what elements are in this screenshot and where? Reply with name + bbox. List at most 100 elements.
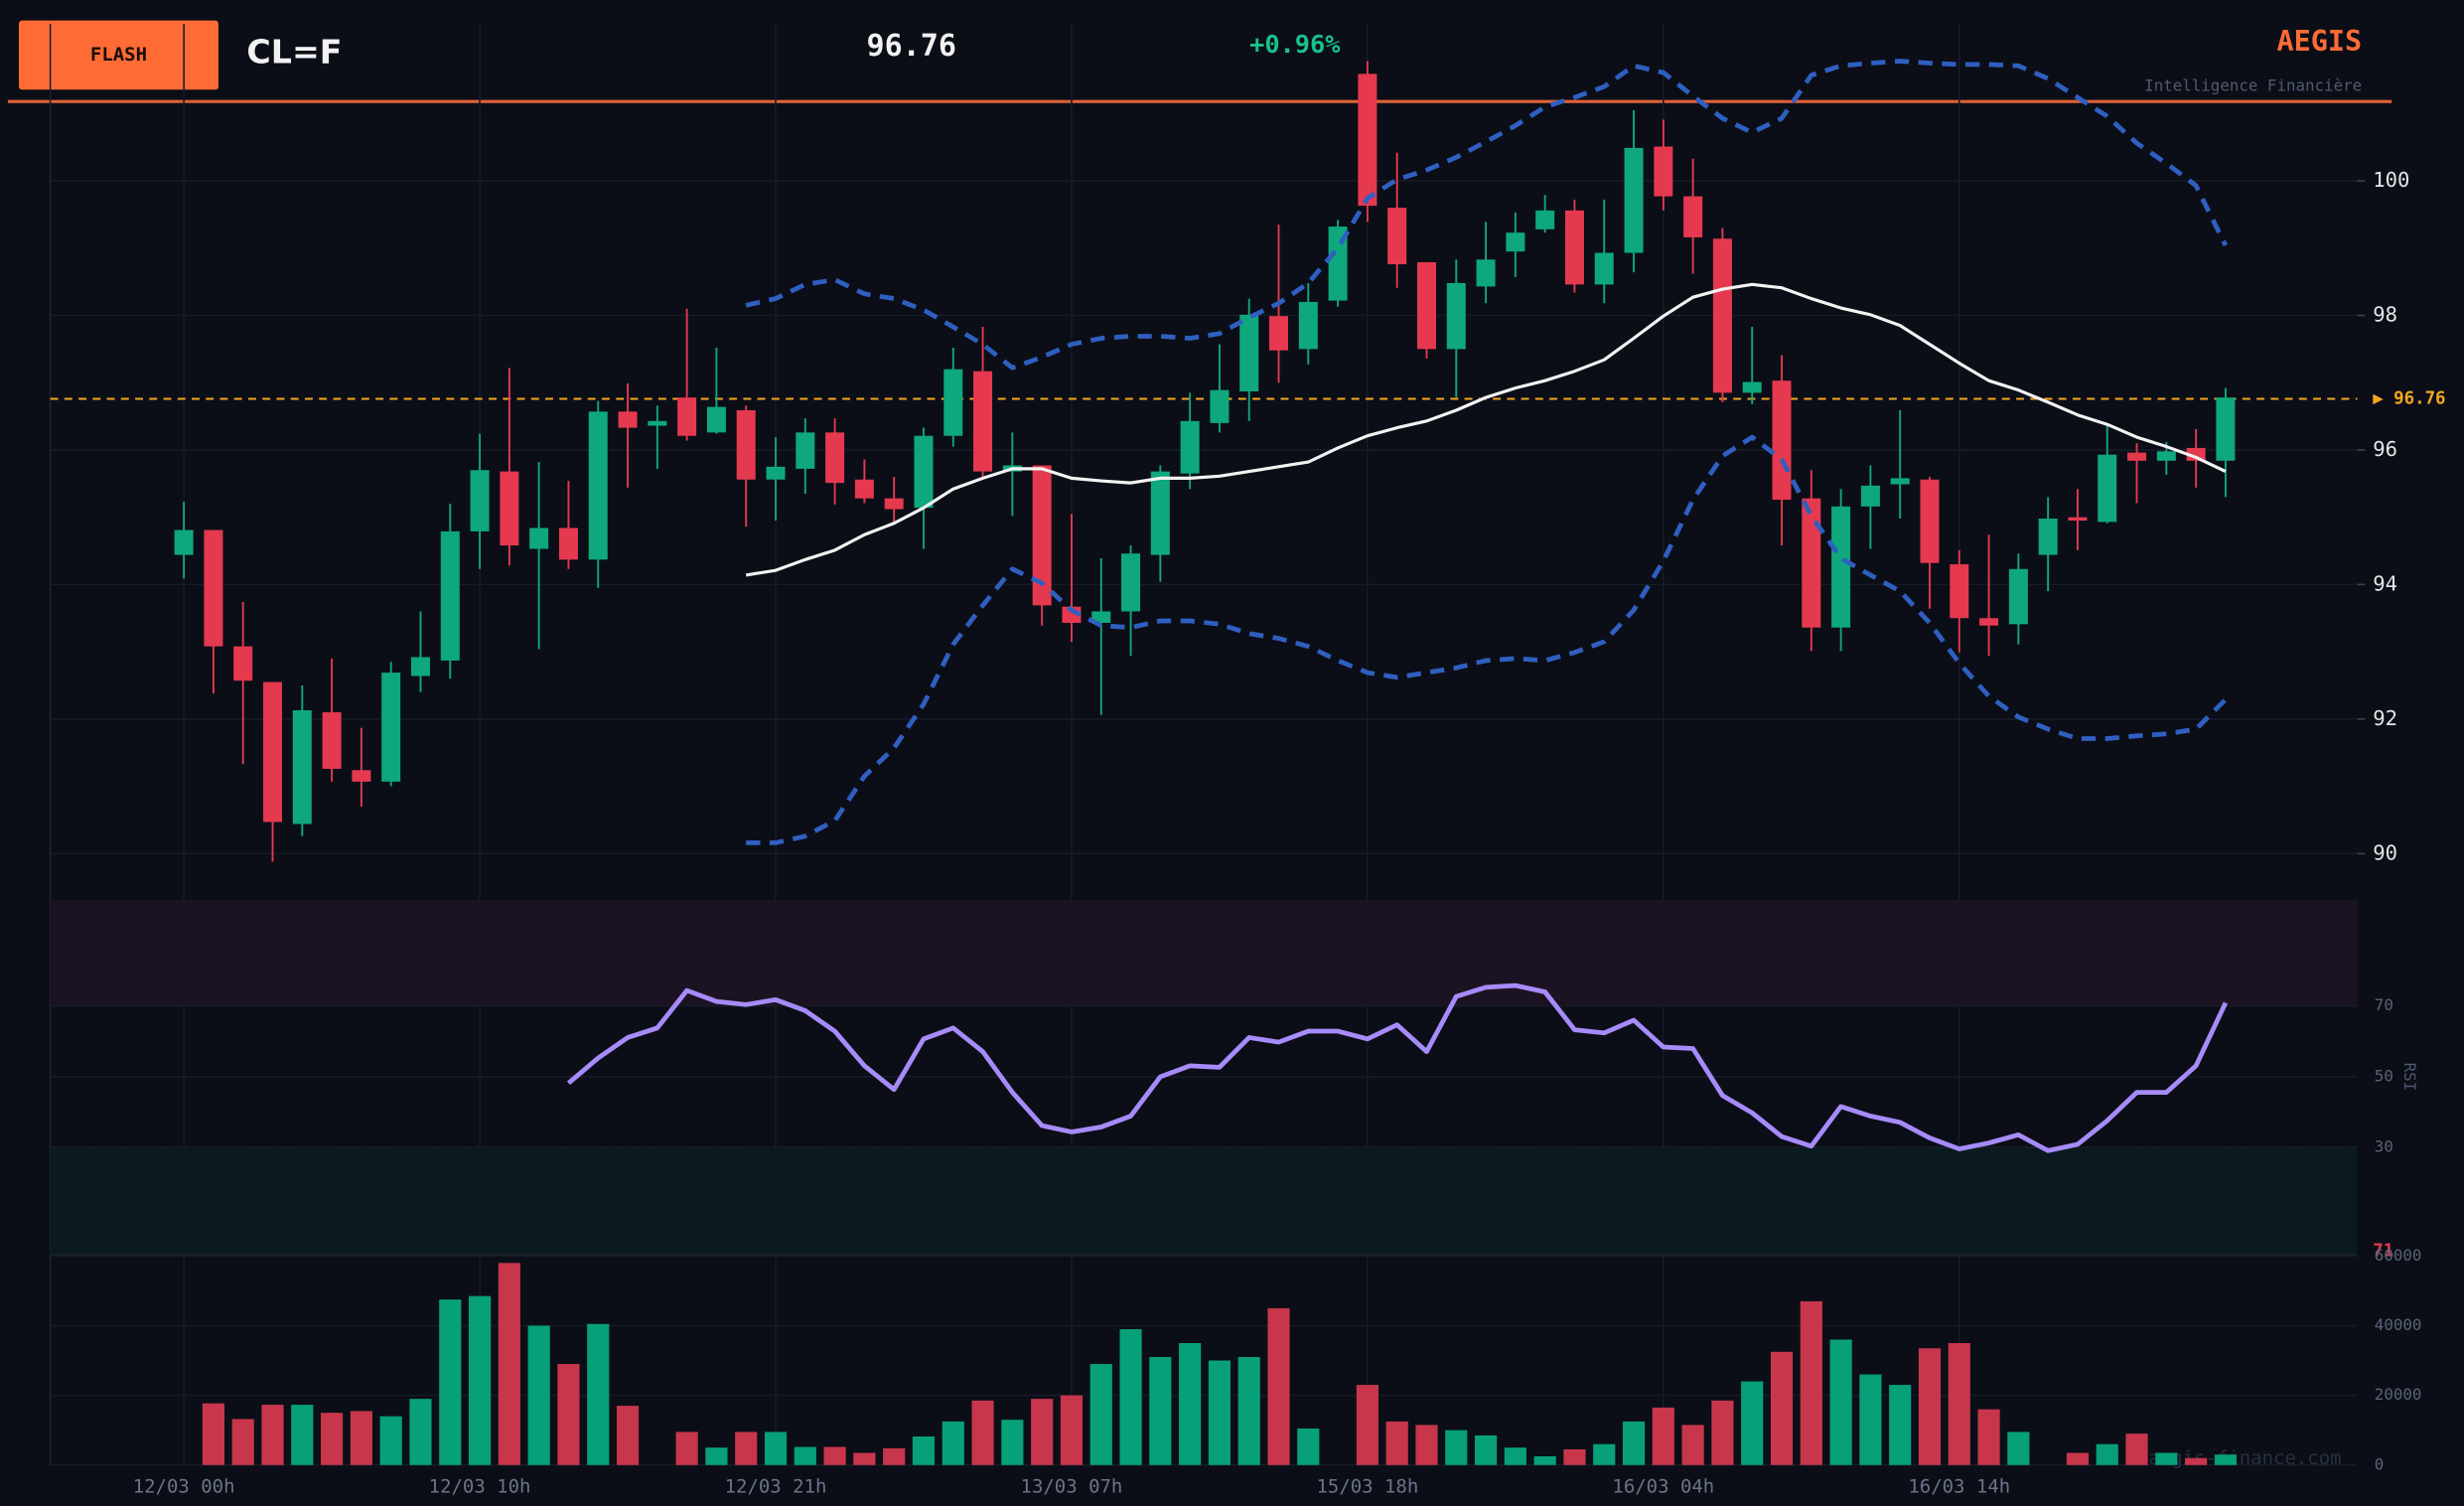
volume-bar xyxy=(350,1411,372,1465)
volume-bar xyxy=(1711,1400,1734,1465)
volume-bar xyxy=(1267,1307,1290,1465)
candle-body xyxy=(1387,208,1407,265)
volume-bar xyxy=(587,1323,610,1465)
candle-body xyxy=(1121,553,1141,612)
candle-body xyxy=(322,712,342,769)
volume-bar xyxy=(1918,1348,1942,1465)
y-tick-label: 50 xyxy=(2375,1066,2393,1085)
volume-bar xyxy=(1149,1357,1172,1465)
volume-bar xyxy=(202,1403,224,1465)
y-tick-label: 20000 xyxy=(2375,1385,2422,1404)
volume-bar xyxy=(1119,1328,1142,1465)
y-tick-label: 0 xyxy=(2375,1454,2385,1473)
candle-body xyxy=(529,527,549,549)
volume-bar xyxy=(1770,1351,1794,1465)
candle-body xyxy=(1180,420,1200,474)
candle-body xyxy=(973,371,993,472)
candle-body xyxy=(766,466,786,480)
overlay-line xyxy=(746,434,2228,845)
candle-body xyxy=(1091,611,1111,623)
candle-body xyxy=(825,432,845,484)
volume-bar xyxy=(1415,1425,1438,1465)
candle-body xyxy=(884,498,904,510)
volume-bar xyxy=(1652,1407,1674,1465)
volume-bar xyxy=(1681,1425,1704,1465)
volume-bar xyxy=(823,1446,846,1465)
candle-body xyxy=(263,681,283,823)
volume-bar xyxy=(764,1431,788,1465)
volume-bar xyxy=(2125,1433,2148,1465)
candle-body xyxy=(1210,389,1230,423)
candle-body xyxy=(1358,74,1377,207)
volume-bar xyxy=(1829,1339,1852,1465)
volume-bar xyxy=(675,1431,698,1465)
y-tick-label: 30 xyxy=(2375,1137,2393,1156)
candle-body xyxy=(1150,471,1170,555)
volume-bar xyxy=(2214,1454,2237,1465)
watermark: aegis-finance.com xyxy=(2148,1447,2341,1469)
volume-bar xyxy=(468,1295,492,1465)
y-tick-label: 60000 xyxy=(2375,1246,2422,1265)
overlay-line xyxy=(745,59,2229,371)
candle-body xyxy=(1802,498,1821,628)
candle-body xyxy=(1239,314,1259,392)
volume-bar xyxy=(1179,1343,1202,1465)
volume-bar xyxy=(1741,1381,1764,1465)
candle-body xyxy=(2038,519,2058,555)
badge: FLASH xyxy=(90,44,147,66)
candle-body xyxy=(440,530,460,661)
candle-body xyxy=(174,529,194,555)
volume-bar xyxy=(1948,1343,1970,1465)
candle-body xyxy=(470,470,490,531)
volume-bar xyxy=(735,1431,758,1465)
badge-box xyxy=(18,20,218,90)
tagline: Intelligence Financière xyxy=(2144,76,2362,95)
candle-body xyxy=(854,479,874,499)
y-tick-label: 40000 xyxy=(2375,1315,2422,1334)
candle-body xyxy=(500,471,519,546)
volume-bar xyxy=(616,1406,640,1465)
volume-bar xyxy=(261,1405,284,1465)
volume-bar xyxy=(557,1364,580,1465)
volume-bar xyxy=(321,1413,344,1465)
rsi-axis-label: RSI xyxy=(2400,1063,2419,1092)
volume-bar xyxy=(1208,1360,1231,1465)
volume-bar xyxy=(2007,1431,2030,1465)
candle-body xyxy=(1920,479,1940,563)
y-tick-label: 94 xyxy=(2373,571,2397,595)
volume-bar xyxy=(1563,1448,1586,1465)
y-tick-label: 98 xyxy=(2373,302,2397,326)
volume-bar xyxy=(1297,1428,1320,1465)
candle-body xyxy=(2008,568,2028,625)
change: +0.96% xyxy=(1249,30,1341,59)
volume-bar xyxy=(1533,1456,1556,1465)
volume-bar xyxy=(1504,1447,1526,1465)
x-tick-label: 12/03 10h xyxy=(429,1475,531,1497)
overlay-line xyxy=(745,282,2227,577)
volume-bar xyxy=(1001,1420,1024,1465)
volume-bar xyxy=(498,1263,520,1465)
volume-bar xyxy=(1977,1409,2000,1465)
volume-bar xyxy=(2185,1457,2208,1465)
candle-body xyxy=(2098,454,2117,523)
candle-body xyxy=(292,710,312,825)
x-tick-label: 12/03 00h xyxy=(133,1475,235,1497)
volume-bar xyxy=(2155,1452,2178,1465)
candle-body xyxy=(1506,232,1525,252)
candle-body xyxy=(1742,381,1762,393)
volume-bar xyxy=(1593,1443,1616,1465)
y-tick-label: 90 xyxy=(2373,840,2397,864)
candle-body xyxy=(2186,447,2206,461)
volume-bar xyxy=(379,1416,402,1465)
candle-body xyxy=(1328,226,1348,301)
candle-body xyxy=(736,409,756,480)
volume-bar xyxy=(794,1446,816,1465)
candle-body xyxy=(1269,316,1289,351)
candle-body xyxy=(914,435,934,509)
candle-body xyxy=(1979,618,1999,626)
candle-body xyxy=(2127,452,2147,461)
candle-body xyxy=(204,529,223,647)
volume-bar xyxy=(1356,1385,1378,1465)
